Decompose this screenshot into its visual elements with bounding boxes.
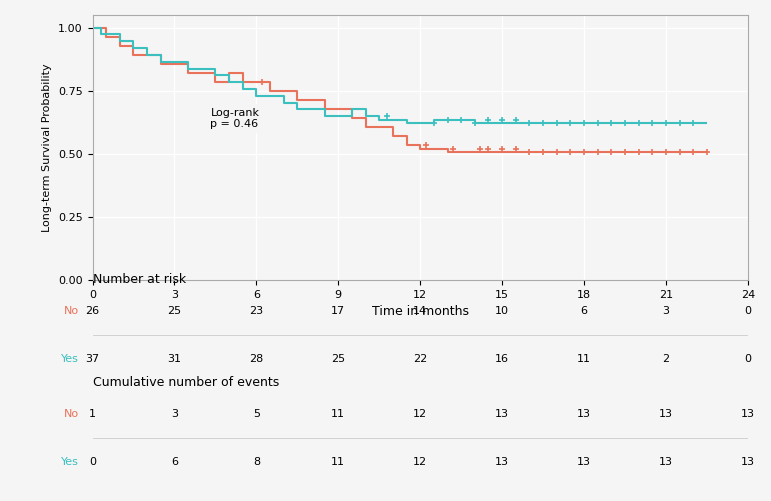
Text: 10: 10 xyxy=(495,307,509,317)
Text: No: No xyxy=(64,307,79,317)
Text: 5: 5 xyxy=(253,409,260,419)
Text: 28: 28 xyxy=(249,354,264,364)
Text: 13: 13 xyxy=(659,457,673,467)
Text: Number at risk: Number at risk xyxy=(93,274,186,287)
Text: Cumulative number of events: Cumulative number of events xyxy=(93,376,279,389)
Text: 22: 22 xyxy=(413,354,427,364)
Text: 6: 6 xyxy=(171,457,178,467)
Text: 11: 11 xyxy=(332,457,345,467)
Text: 13: 13 xyxy=(659,409,673,419)
Text: 13: 13 xyxy=(741,409,755,419)
Text: 13: 13 xyxy=(577,457,591,467)
Text: 25: 25 xyxy=(332,354,345,364)
Text: 6: 6 xyxy=(581,307,588,317)
Text: 8: 8 xyxy=(253,457,260,467)
Text: No: No xyxy=(64,409,79,419)
Text: 2: 2 xyxy=(662,354,669,364)
X-axis label: Time in months: Time in months xyxy=(372,305,469,318)
Text: 1: 1 xyxy=(89,409,96,419)
Text: Yes: Yes xyxy=(61,354,79,364)
Text: 12: 12 xyxy=(413,457,427,467)
Text: 17: 17 xyxy=(332,307,345,317)
Text: 13: 13 xyxy=(495,457,509,467)
Text: 13: 13 xyxy=(741,457,755,467)
Text: 11: 11 xyxy=(577,354,591,364)
Text: 37: 37 xyxy=(86,354,99,364)
Text: 3: 3 xyxy=(171,409,178,419)
Text: 23: 23 xyxy=(249,307,264,317)
Text: 0: 0 xyxy=(744,354,752,364)
Text: Log-rank
p = 0.46: Log-rank p = 0.46 xyxy=(210,108,260,129)
Text: 13: 13 xyxy=(495,409,509,419)
Text: 14: 14 xyxy=(413,307,427,317)
Text: 0: 0 xyxy=(744,307,752,317)
Text: 11: 11 xyxy=(332,409,345,419)
Text: 25: 25 xyxy=(167,307,181,317)
Text: 16: 16 xyxy=(495,354,509,364)
Text: 26: 26 xyxy=(86,307,99,317)
Y-axis label: Long-term Survival Probability: Long-term Survival Probability xyxy=(42,63,52,232)
Text: 0: 0 xyxy=(89,457,96,467)
Text: Yes: Yes xyxy=(61,457,79,467)
Text: 12: 12 xyxy=(413,409,427,419)
Text: 31: 31 xyxy=(167,354,181,364)
Text: 3: 3 xyxy=(662,307,669,317)
Text: 13: 13 xyxy=(577,409,591,419)
